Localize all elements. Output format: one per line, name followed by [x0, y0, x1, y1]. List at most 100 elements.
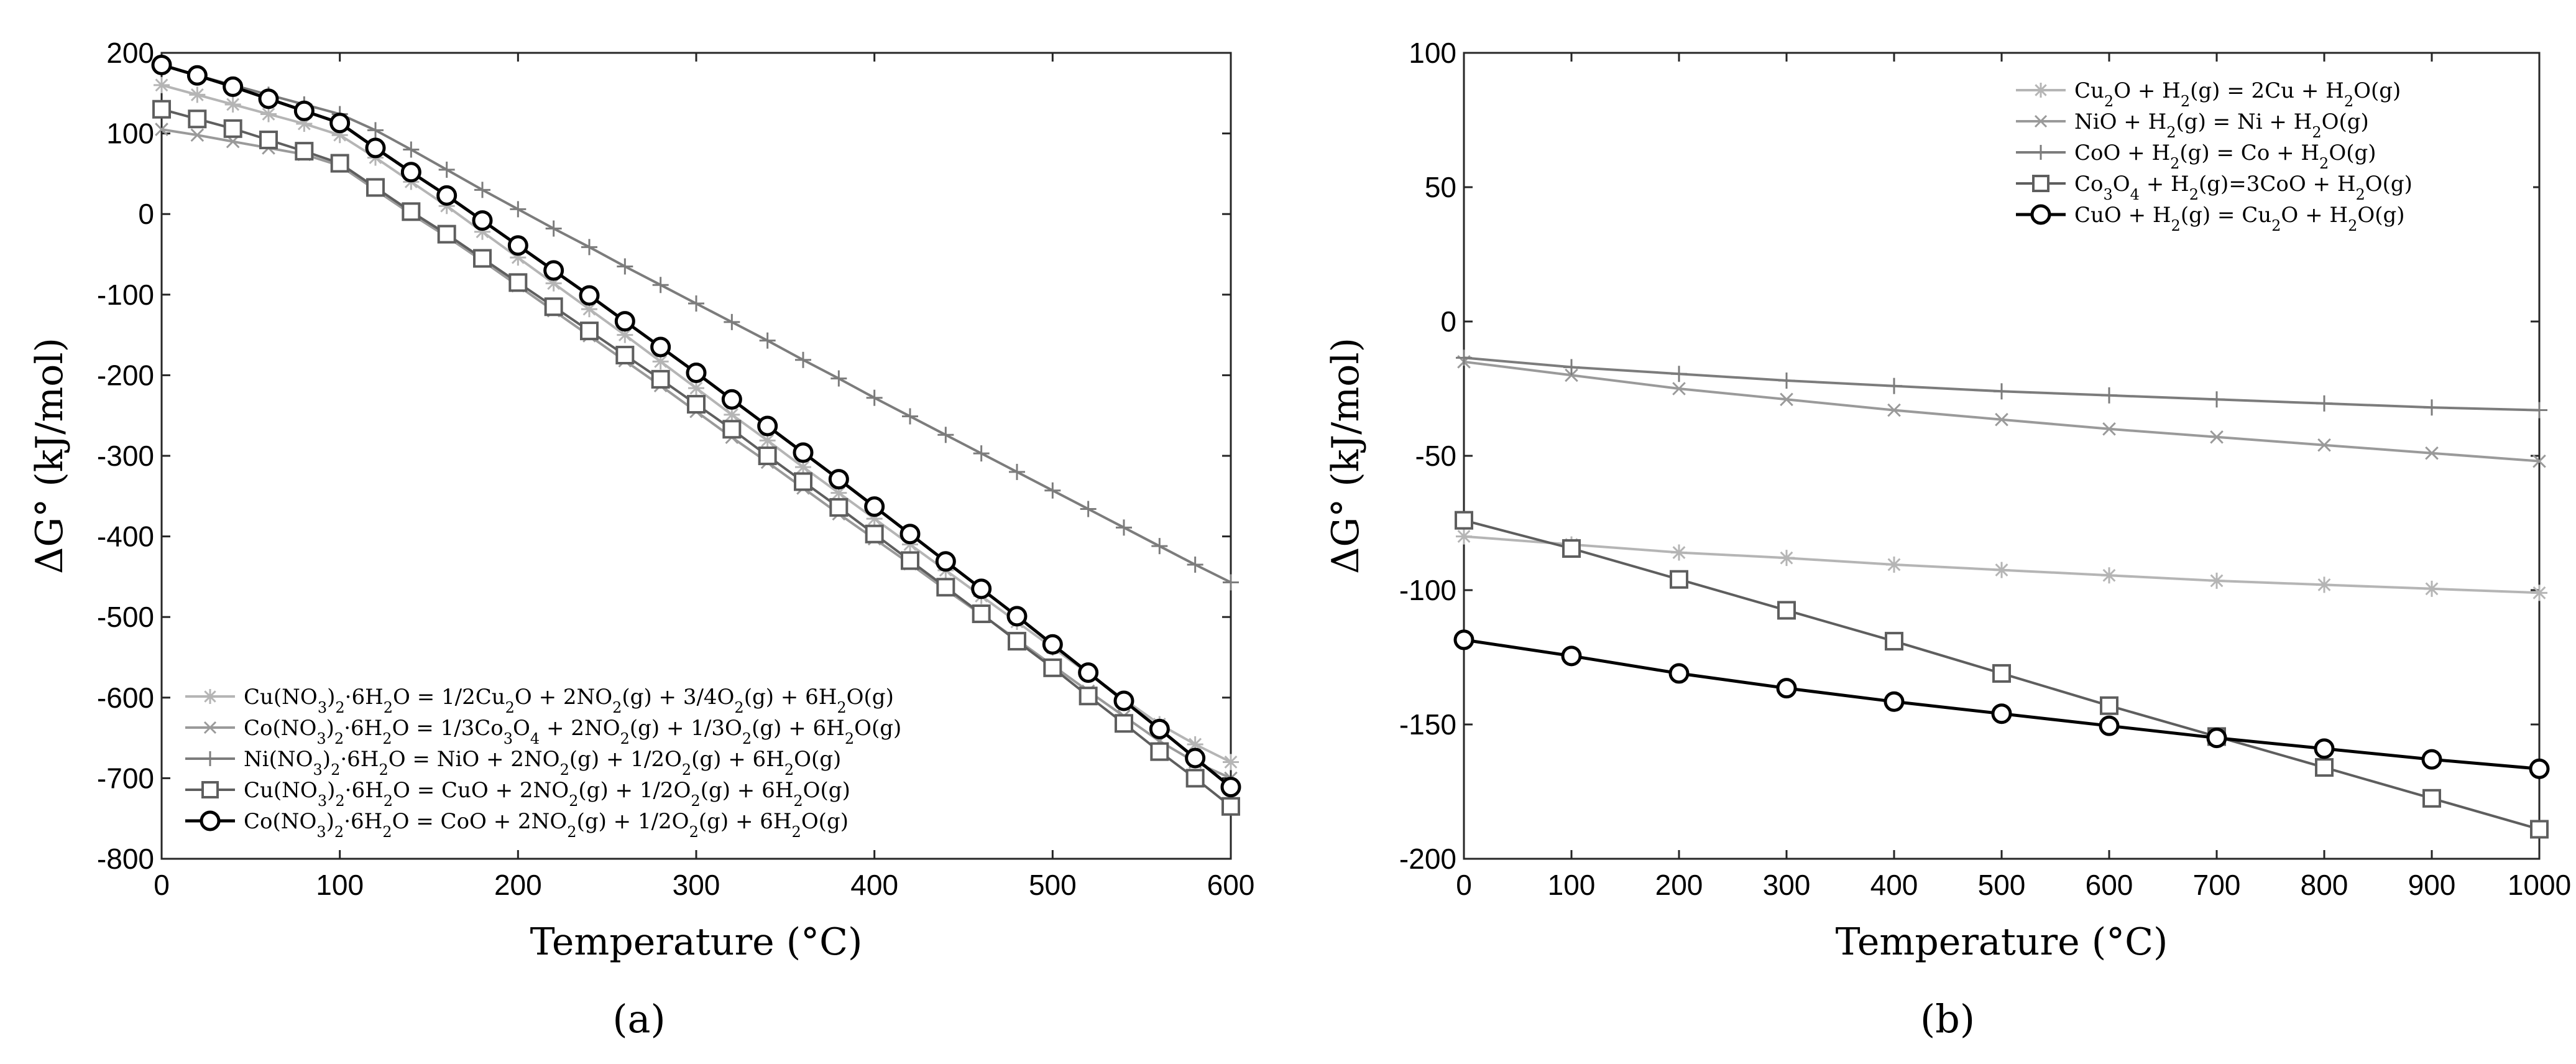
legend-item: NiO + H2(g) = Ni + H2O(g): [2016, 109, 2369, 141]
data-point: [936, 578, 955, 597]
y-axis-b: -200 -150 -100 -50 0 50 100: [1399, 37, 2539, 875]
data-point: [1563, 359, 1580, 376]
data-point: [1044, 482, 1061, 499]
data-point: [1455, 511, 1473, 530]
data-point: [1220, 777, 1241, 798]
chart-panel-a: -800-700-600-500-400-300-200-1000100200 …: [28, 37, 1254, 1042]
data-point: [1151, 538, 1168, 555]
data-point: [2317, 438, 2331, 452]
data-point: [295, 142, 314, 161]
data-point: [1078, 662, 1099, 683]
data-point: [2530, 820, 2549, 839]
data-point: [1994, 562, 2010, 578]
data-point: [1042, 634, 1063, 655]
legend-marker: [203, 721, 217, 734]
data-point: [581, 239, 597, 256]
data-point: [1115, 714, 1133, 733]
y-tick-label: -600: [97, 682, 154, 714]
data-point: [474, 182, 490, 198]
y-tick-label: -400: [97, 520, 154, 553]
data-point: [400, 162, 421, 183]
legend-label: CuO + H2(g) = Cu2O + H2O(g): [2074, 203, 2405, 234]
data-point: [937, 427, 954, 443]
data-point: [1885, 632, 1903, 651]
y-tick-label: -800: [97, 843, 154, 875]
legend-label: Co3O4 + H2(g)=3CoO + H2O(g): [2074, 172, 2413, 203]
data-point: [473, 249, 492, 268]
data-point: [1994, 383, 2010, 400]
data-point: [651, 369, 670, 389]
data-point: [579, 285, 600, 306]
data-point: [1187, 556, 1203, 573]
chart-panel-b: -200 -150 -100 -50 0 50 100 0 100 200 300 400 500 60…: [1324, 37, 2571, 1042]
data-point: [1453, 629, 1474, 650]
x-tick-label: 400: [1870, 869, 1918, 901]
legend-item: Ni(NO3)2·6H2O = NiO + 2NO2(g) + 1/2O2(g)…: [185, 747, 841, 779]
data-point: [901, 551, 919, 570]
legend-a: Cu(NO3)2·6H2O = 1/2Cu2O + 2NO2(g) + 3/4O…: [180, 678, 1051, 841]
y-tick-label: 0: [138, 198, 154, 230]
data-point: [687, 395, 706, 414]
data-point: [1009, 463, 1025, 480]
data-point: [1778, 550, 1795, 567]
data-point: [1884, 691, 1905, 712]
data-point: [402, 202, 421, 221]
data-point: [151, 54, 172, 75]
data-point: [688, 295, 704, 312]
x-axis-label-a: Temperature (°C): [530, 920, 863, 964]
data-point: [259, 130, 278, 149]
data-point: [293, 100, 315, 121]
data-point: [866, 389, 883, 406]
panel-label-b: (b): [1920, 996, 1975, 1042]
data-point: [472, 210, 493, 231]
x-tick-label: 800: [2301, 869, 2348, 901]
x-tick-label: 400: [850, 869, 898, 901]
data-point: [1150, 742, 1169, 761]
x-tick-label: 200: [494, 869, 542, 901]
legend-label: Cu(NO3)2·6H2O = 1/2Cu2O + 2NO2(g) + 3/4O…: [244, 685, 894, 716]
legend-marker: [203, 689, 218, 704]
x-tick-label: 700: [2193, 869, 2241, 901]
y-tick-label: 100: [106, 118, 154, 150]
data-point: [190, 128, 205, 142]
legend-item: Cu2O + H2(g) = 2Cu + H2O(g): [2016, 78, 2401, 110]
data-point: [652, 277, 669, 294]
data-point: [617, 258, 633, 275]
data-point: [329, 113, 351, 134]
data-point: [2529, 758, 2550, 779]
data-point: [650, 336, 671, 358]
data-point: [2316, 395, 2332, 412]
data-point: [2210, 430, 2224, 444]
data-point: [1456, 528, 1472, 545]
data-point: [545, 220, 562, 237]
data-point: [366, 178, 385, 197]
x-tick-label: 300: [673, 869, 720, 901]
data-point: [1223, 754, 1239, 770]
y-tick-label: -200: [97, 359, 154, 391]
x-tick-label: 300: [1763, 869, 1811, 901]
x-axis-a: 0 100 200 300 400 500 600: [154, 53, 1254, 901]
data-point: [1668, 663, 1690, 684]
y-tick-label: -200: [1399, 843, 1456, 875]
data-point: [223, 119, 242, 138]
legend-label: CoO + H2(g) = Co + H2O(g): [2074, 141, 2376, 172]
y-axis-a: -800 -700 -600 -500 -400 -300 -200 -100 0 100 200: [97, 37, 1231, 875]
data-point: [2101, 387, 2117, 404]
legend-item: Cu(NO3)2·6H2O = CuO + 2NO2(g) + 1/2O2(g)…: [185, 778, 850, 810]
y-axis-label-b: ΔG° (kJ/mol): [1324, 338, 1368, 574]
data-point: [1006, 606, 1028, 627]
data-point: [1671, 366, 1687, 382]
data-point: [543, 260, 564, 281]
x-tick-label: 0: [1456, 869, 1472, 901]
legend-box: [180, 678, 1051, 840]
data-point: [795, 351, 811, 368]
legend-box: [2011, 72, 2533, 233]
data-point: [1079, 687, 1098, 706]
legend-marker: [2033, 83, 2048, 98]
data-point: [436, 185, 458, 206]
y-tick-label: -700: [97, 762, 154, 794]
series-square: [152, 99, 1240, 816]
data-point: [2532, 454, 2546, 468]
legend-label: Co(NO3)2·6H2O = 1/3Co3O4 + 2NO2(g) + 1/3…: [244, 716, 901, 747]
data-point: [1780, 392, 1793, 407]
